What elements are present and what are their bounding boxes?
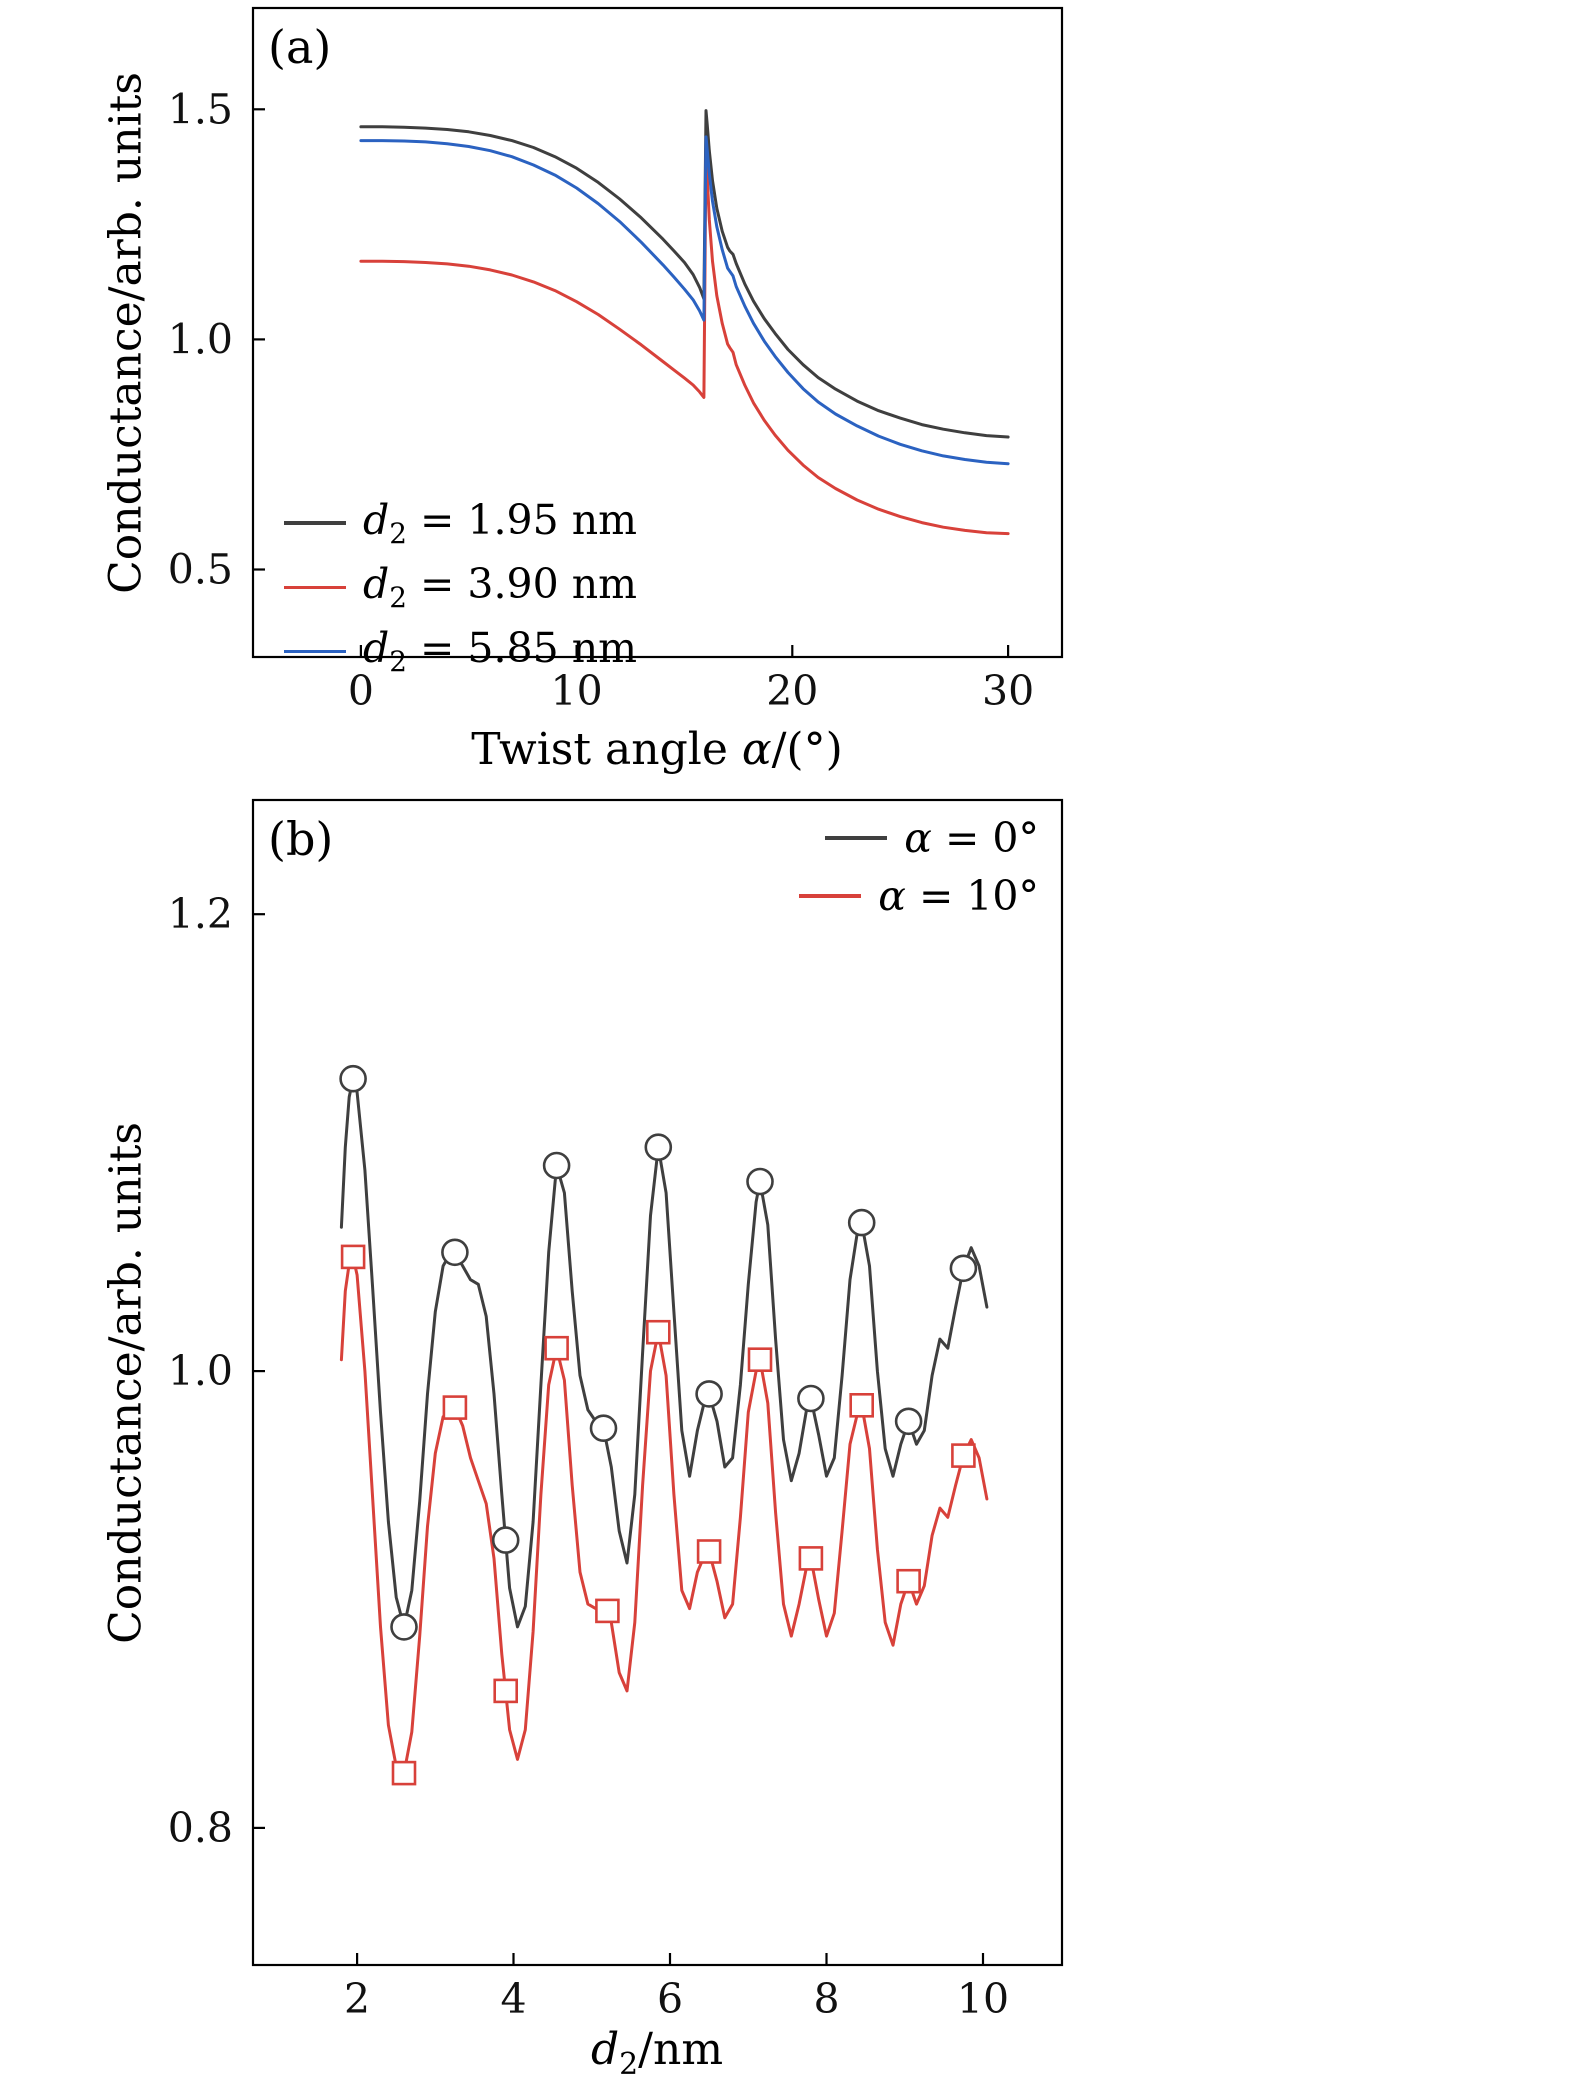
- marker-circle: [339, 1064, 367, 1093]
- marker-square: [493, 1678, 519, 1704]
- panel-b-y-axis-title: Conductance/arb. units: [100, 1122, 152, 1644]
- x-tick-label: 10: [551, 667, 603, 715]
- legend-label-var: d: [363, 560, 390, 609]
- legend-label: α = 0°: [904, 814, 1039, 862]
- curve-d2-1.95: [359, 109, 1010, 439]
- marker-square: [340, 1244, 366, 1270]
- x-axis-title-var: α: [741, 724, 772, 775]
- x-axis-title-sub: 2: [619, 2046, 639, 2082]
- legend-label-sub: 2: [389, 517, 407, 551]
- panel-b-x-axis-title: d2/nm: [591, 2024, 723, 2082]
- x-axis-title-var: d: [590, 2024, 620, 2075]
- marker-circle: [644, 1133, 673, 1161]
- plot-frame: [251, 798, 1064, 1967]
- legend-line-swatch: [284, 521, 346, 525]
- legend-label-var: d: [363, 624, 390, 673]
- marker-square: [595, 1598, 620, 1624]
- legend-item: d2 = 3.90 nm: [284, 560, 637, 614]
- marker-circle: [797, 1384, 825, 1413]
- legend-label-var: α: [878, 872, 906, 920]
- plot-frame: [251, 6, 1064, 659]
- curve-d2-5.85: [359, 135, 1010, 466]
- y-tick-label: 1.0: [168, 315, 233, 363]
- x-tick-label: 30: [982, 667, 1034, 715]
- marker-square: [696, 1539, 722, 1564]
- panel-a-legend: d2 = 1.95 nm d2 = 3.90 nm d2 = 5.85 nm: [284, 496, 637, 679]
- x-axis-title-prefix: Twist angle: [471, 724, 742, 775]
- legend-label-rest: = 3.90 nm: [407, 560, 638, 609]
- curve-d2-3.90: [359, 146, 1010, 536]
- panel-a-label: (a): [268, 20, 332, 74]
- legend-label: α = 10°: [878, 872, 1039, 920]
- x-tick-label: 6: [657, 1975, 683, 2023]
- x-tick-label: 10: [957, 1975, 1009, 2023]
- x-tick-label: 20: [766, 667, 818, 715]
- marker-circle: [589, 1414, 618, 1442]
- marker-square: [645, 1319, 671, 1345]
- curve-alpha-10: [339, 1255, 989, 1775]
- marker-circle: [390, 1613, 418, 1641]
- legend-label-rest: = 1.95 nm: [407, 496, 638, 544]
- legend-line-swatch: [284, 585, 346, 589]
- y-tick-label: 1.2: [168, 890, 233, 938]
- legend-item: d2 = 1.95 nm: [284, 496, 637, 550]
- legend-label-sub: 2: [389, 645, 407, 679]
- marker-square: [747, 1347, 773, 1372]
- marker-circle: [695, 1380, 723, 1408]
- x-axis-title-suffix: /nm: [638, 2024, 724, 2075]
- x-axis-title-suffix: /(°): [771, 724, 843, 775]
- y-tick-label: 1.5: [168, 85, 233, 133]
- marker-circle: [949, 1254, 978, 1283]
- x-tick-label: 8: [813, 1975, 839, 2023]
- legend-item: α = 10°: [799, 872, 1039, 920]
- marker-square: [391, 1760, 417, 1786]
- panel-b-label: (b): [268, 812, 334, 866]
- legend-label-var: α: [904, 814, 932, 862]
- marker-square: [896, 1568, 921, 1594]
- panel-a-y-axis-title: Conductance/arb. units: [100, 72, 152, 594]
- marker-square: [849, 1393, 875, 1418]
- legend-item: α = 0°: [825, 814, 1039, 862]
- legend-label-rest: = 5.85 nm: [407, 624, 638, 673]
- panel-b-legend: α = 0° α = 10°: [799, 814, 1039, 920]
- legend-label-sub: 2: [389, 581, 407, 615]
- panel-a-plot-area: 0 10 20 30 0.5 1.0 1.5: [168, 6, 1064, 715]
- marker-circle: [491, 1526, 520, 1554]
- marker-circle: [894, 1407, 923, 1436]
- marker-square: [544, 1335, 569, 1361]
- y-tick-label: 0.5: [168, 546, 233, 594]
- legend-label-var: d: [363, 496, 390, 544]
- legend-item: d2 = 5.85 nm: [284, 624, 637, 679]
- y-tick-label: 0.8: [168, 1804, 233, 1852]
- marker-square: [951, 1443, 976, 1468]
- x-tick-label: 4: [500, 1975, 526, 2023]
- panel-b-plot-area: 2 4 6 8 10 0.8 1.0 1.2: [168, 798, 1064, 2023]
- x-tick-label: 0: [348, 667, 374, 715]
- marker-circle: [847, 1208, 876, 1237]
- marker-square: [798, 1546, 824, 1571]
- marker-circle: [542, 1151, 571, 1180]
- legend-label: d2 = 1.95 nm: [363, 496, 637, 550]
- legend-line-swatch: [799, 894, 862, 898]
- x-tick-label: 2: [344, 1975, 370, 2023]
- marker-circle: [746, 1167, 774, 1196]
- legend-label: d2 = 3.90 nm: [363, 560, 637, 614]
- marker-square: [442, 1395, 468, 1420]
- legend-label-rest: = 0°: [931, 814, 1039, 862]
- legend-label-rest: = 10°: [905, 872, 1039, 920]
- legend-line-swatch: [284, 649, 346, 654]
- marker-circle: [441, 1238, 469, 1267]
- curve-alpha-0: [339, 1077, 989, 1629]
- legend-line-swatch: [825, 836, 888, 840]
- y-tick-label: 1.0: [168, 1347, 233, 1395]
- legend-label: d2 = 5.85 nm: [363, 624, 637, 678]
- panel-a-x-axis-title: Twist angle α/(°): [471, 724, 842, 775]
